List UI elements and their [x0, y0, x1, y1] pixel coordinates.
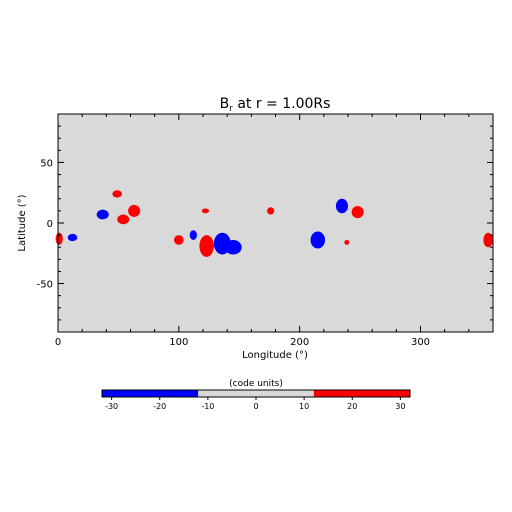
positive-polarity-region — [344, 239, 350, 245]
colorbar-label: (code units) — [229, 379, 283, 389]
negative-polarity-region — [189, 230, 197, 240]
title-rest: at r = 1.00Rs — [233, 96, 331, 112]
x-tick-label: 100 — [169, 337, 188, 348]
colorbar-tick-label: 20 — [347, 402, 357, 411]
colorbar: -30 -20 -10 0 10 20 30 — [101, 389, 411, 411]
colorbar-segment — [102, 390, 199, 397]
x-tick-label: 0 — [55, 337, 61, 348]
y-tick-label: 0 — [47, 219, 53, 230]
positive-polarity-region — [483, 232, 493, 248]
x-tick-label: 200 — [290, 337, 309, 348]
negative-polarity-region — [310, 231, 326, 249]
colorbar-tick-label: 30 — [395, 402, 405, 411]
colorbar-tick-label: -30 — [105, 402, 118, 411]
positive-polarity-region — [55, 232, 63, 245]
chart-title: Br at r = 1.00Rs — [220, 96, 331, 114]
title-subscript: r — [229, 104, 233, 114]
positive-polarity-region — [117, 214, 130, 225]
positive-polarity-region — [199, 235, 214, 257]
colorbar-tick-label: -20 — [153, 402, 166, 411]
x-tick-label: 300 — [411, 337, 430, 348]
colorbar-segment — [313, 390, 410, 397]
y-axis-label: Latitude (°) — [17, 194, 28, 251]
colorbar-tick-label: -10 — [201, 402, 214, 411]
negative-polarity-region — [335, 198, 349, 214]
positive-polarity-region — [112, 190, 123, 198]
colorbar-tick-label: 10 — [299, 402, 309, 411]
positive-polarity-region — [201, 208, 210, 214]
positive-polarity-region — [128, 204, 141, 217]
negative-polarity-region — [96, 209, 109, 220]
y-tick-label: -50 — [37, 280, 53, 291]
title-main: B — [220, 96, 230, 112]
y-tick-label: 50 — [40, 158, 53, 169]
positive-polarity-region — [174, 235, 184, 245]
positive-polarity-region — [267, 207, 275, 215]
axis-ticks: 0 100 200 300 -50 0 50 — [37, 114, 493, 348]
positive-polarity-region — [351, 206, 364, 219]
plot-area — [58, 114, 493, 332]
colorbar-tick-label: 0 — [253, 402, 258, 411]
colorbar-segment — [198, 390, 314, 397]
magnetic-features — [55, 190, 493, 257]
x-axis-label: Longitude (°) — [242, 350, 308, 361]
negative-polarity-region — [224, 239, 242, 255]
negative-polarity-region — [67, 233, 78, 242]
